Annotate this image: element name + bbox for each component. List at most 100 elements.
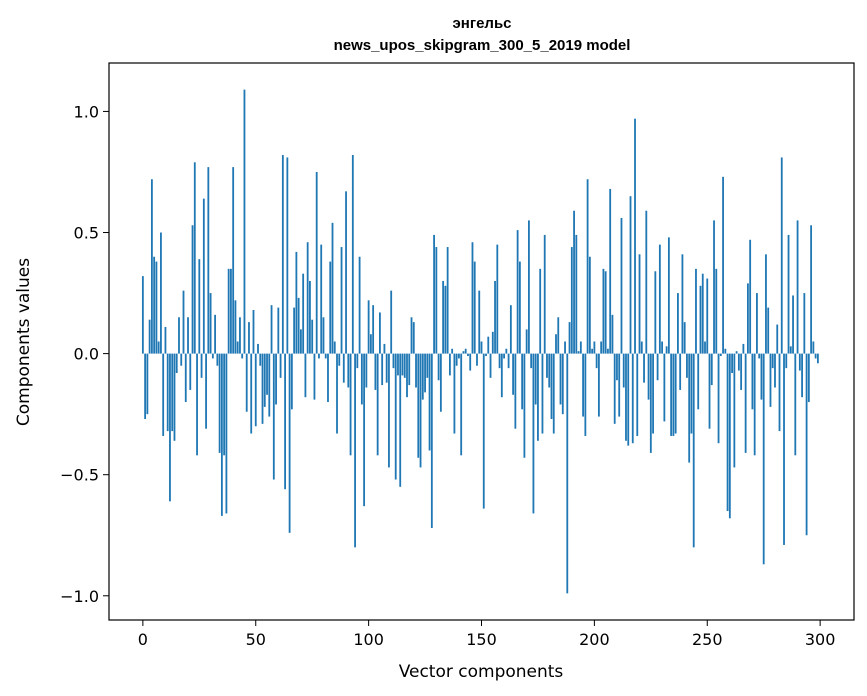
- bar-208: [611, 314, 614, 354]
- bar-238: [679, 353, 682, 390]
- bar-282: [778, 353, 781, 432]
- bar-207: [609, 188, 612, 354]
- bar-172: [530, 353, 533, 369]
- bar-235: [672, 353, 675, 436]
- bar-90: [345, 191, 347, 354]
- bar-184: [557, 317, 560, 354]
- bar-257: [722, 176, 724, 354]
- bar-8: [160, 232, 162, 354]
- bar-54: [263, 353, 266, 407]
- bar-195: [582, 353, 584, 417]
- bar-71: [302, 273, 305, 354]
- bar-96: [358, 256, 361, 354]
- bar-103: [374, 353, 377, 390]
- bar-114: [399, 353, 402, 487]
- bar-77: [315, 171, 318, 354]
- bar-166: [516, 230, 519, 354]
- bar-243: [690, 353, 693, 434]
- bar-193: [577, 351, 580, 354]
- bar-12: [169, 353, 171, 502]
- bar-141: [460, 353, 463, 456]
- bar-227: [654, 271, 657, 354]
- bar-29: [207, 167, 210, 354]
- bar-288: [792, 295, 794, 354]
- bar-91: [347, 353, 350, 388]
- bar-61: [279, 353, 282, 378]
- bar-35: [220, 353, 223, 516]
- bar-128: [430, 353, 433, 528]
- bar-2: [146, 353, 149, 415]
- bar-230: [661, 341, 664, 354]
- bar-21: [189, 353, 192, 390]
- bar-41: [234, 300, 237, 354]
- bar-220: [638, 254, 641, 354]
- bar-20: [187, 317, 189, 354]
- bar-283: [780, 157, 783, 354]
- bar-276: [765, 254, 767, 354]
- bar-213: [622, 353, 625, 388]
- bar-44: [241, 353, 244, 359]
- bar-72: [304, 353, 307, 398]
- x-tick-label: 200: [579, 630, 610, 649]
- bar-99: [365, 353, 368, 388]
- x-tick-label: 150: [466, 630, 497, 649]
- x-axis-ticks: 0 50 100 150 200 250 300: [138, 620, 835, 649]
- bar-11: [166, 353, 169, 432]
- bar-10: [164, 326, 167, 354]
- bar-291: [798, 353, 801, 371]
- bar-95: [356, 353, 359, 369]
- bar-42: [236, 341, 239, 354]
- bar-242: [688, 353, 691, 463]
- bar-69: [297, 297, 300, 354]
- bar-121: [415, 353, 417, 388]
- y-tick-label: 0.0: [74, 345, 99, 364]
- bar-285: [785, 353, 788, 369]
- bar-178: [543, 234, 546, 354]
- bar-98: [363, 353, 366, 507]
- bar-137: [451, 348, 454, 354]
- bar-111: [392, 353, 395, 369]
- bar-28: [205, 353, 207, 429]
- bar-219: [636, 353, 639, 436]
- bar-249: [704, 341, 706, 354]
- bar-221: [640, 341, 643, 354]
- bar-74: [309, 280, 311, 354]
- bar-190: [570, 247, 573, 354]
- bar-85: [333, 341, 336, 354]
- bar-248: [701, 273, 704, 354]
- bar-149: [478, 290, 481, 354]
- bar-3: [148, 319, 151, 354]
- bar-287: [789, 346, 792, 354]
- bar-162: [507, 353, 510, 369]
- bar-189: [568, 322, 571, 354]
- bar-240: [683, 322, 686, 354]
- bar-202: [597, 353, 600, 417]
- bar-124: [421, 353, 424, 400]
- bar-68: [295, 251, 298, 354]
- bar-147: [473, 261, 476, 354]
- bar-9: [162, 353, 165, 436]
- bar-182: [552, 353, 555, 434]
- bar-63: [284, 353, 286, 490]
- bar-217: [631, 353, 634, 444]
- bar-113: [397, 353, 399, 376]
- bar-223: [645, 210, 648, 354]
- bar-48: [250, 353, 253, 434]
- bar-268: [746, 283, 749, 354]
- x-tick-label: 50: [246, 630, 266, 649]
- bar-125: [424, 353, 426, 393]
- bar-75: [311, 319, 314, 354]
- bar-206: [607, 348, 609, 354]
- x-tick-label: 250: [692, 630, 723, 649]
- bar-158: [498, 353, 501, 369]
- bar-64: [286, 157, 289, 354]
- bar-127: [428, 353, 431, 451]
- bar-297: [812, 341, 815, 354]
- bar-180: [548, 353, 551, 388]
- bar-87: [338, 353, 341, 366]
- y-tick-label: 1.0: [74, 102, 99, 121]
- y-tick-label: −1.0: [60, 587, 99, 606]
- bar-30: [209, 293, 212, 354]
- bar-104: [376, 353, 379, 456]
- bar-153: [487, 336, 490, 354]
